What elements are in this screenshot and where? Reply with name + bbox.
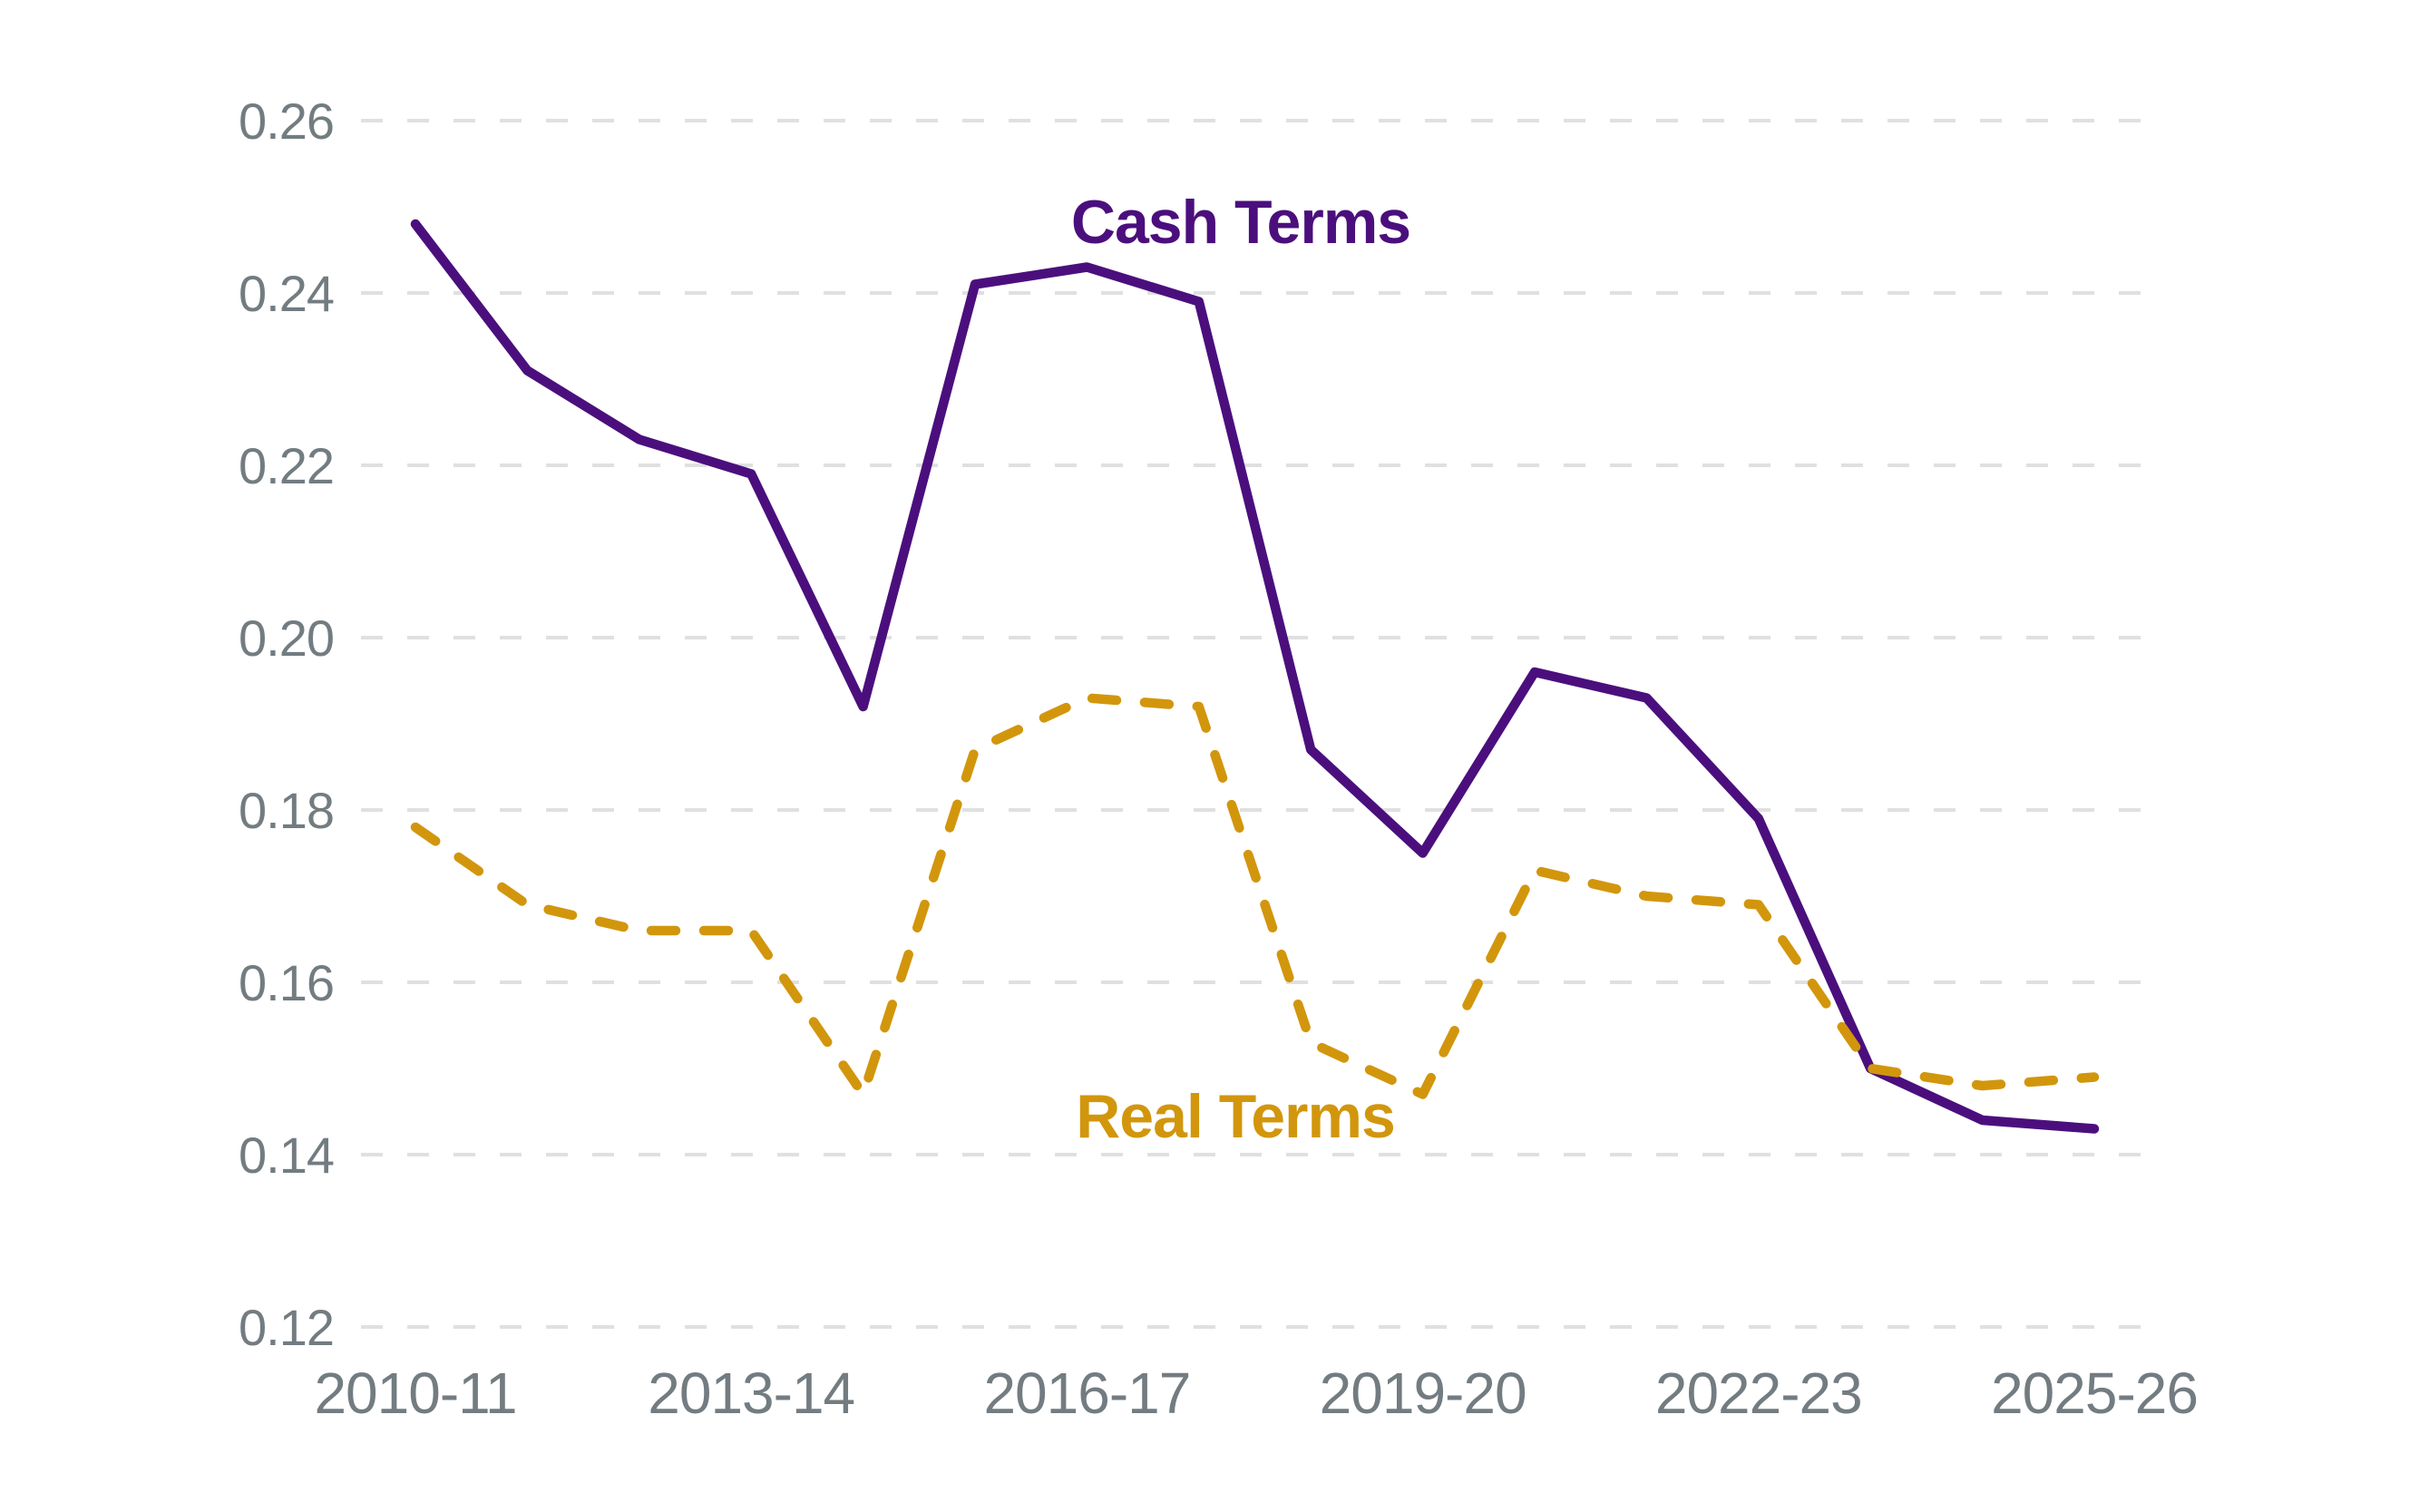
x-tick-label: 2013-14 — [648, 1361, 854, 1426]
real-terms-series-label: Real Terms — [1076, 1082, 1395, 1151]
x-tick-label: 2016-17 — [983, 1361, 1190, 1426]
y-tick-label: 0.12 — [239, 1299, 334, 1356]
x-tick-label: 2010-11 — [314, 1361, 516, 1426]
y-tick-label: 0.20 — [239, 610, 334, 667]
series-lines — [410, 219, 2100, 1134]
y-tick-label: 0.22 — [239, 437, 334, 494]
y-tick-label: 0.24 — [239, 265, 334, 322]
gridlines — [361, 119, 2150, 1329]
real-terms-line — [410, 693, 2100, 1099]
x-tick-label: 2019-20 — [1320, 1361, 1527, 1426]
y-tick-label: 0.26 — [239, 93, 334, 150]
cash-terms-line — [410, 219, 2100, 1134]
y-tick-label: 0.16 — [239, 954, 334, 1011]
cash-terms-series-label: Cash Terms — [1071, 188, 1410, 257]
y-tick-label: 0.18 — [239, 782, 334, 839]
x-axis-tick-labels: 2010-11 2013-14 2016-17 2019-20 2022-23 2025-… — [314, 1361, 2199, 1426]
x-tick-label: 2025-26 — [1991, 1361, 2198, 1426]
x-tick-label: 2022-23 — [1655, 1361, 1862, 1426]
y-tick-label: 0.14 — [239, 1127, 334, 1184]
y-axis-tick-labels: 0.12 0.14 0.16 0.18 0.20 0.22 0.24 0.26 — [239, 93, 335, 1356]
